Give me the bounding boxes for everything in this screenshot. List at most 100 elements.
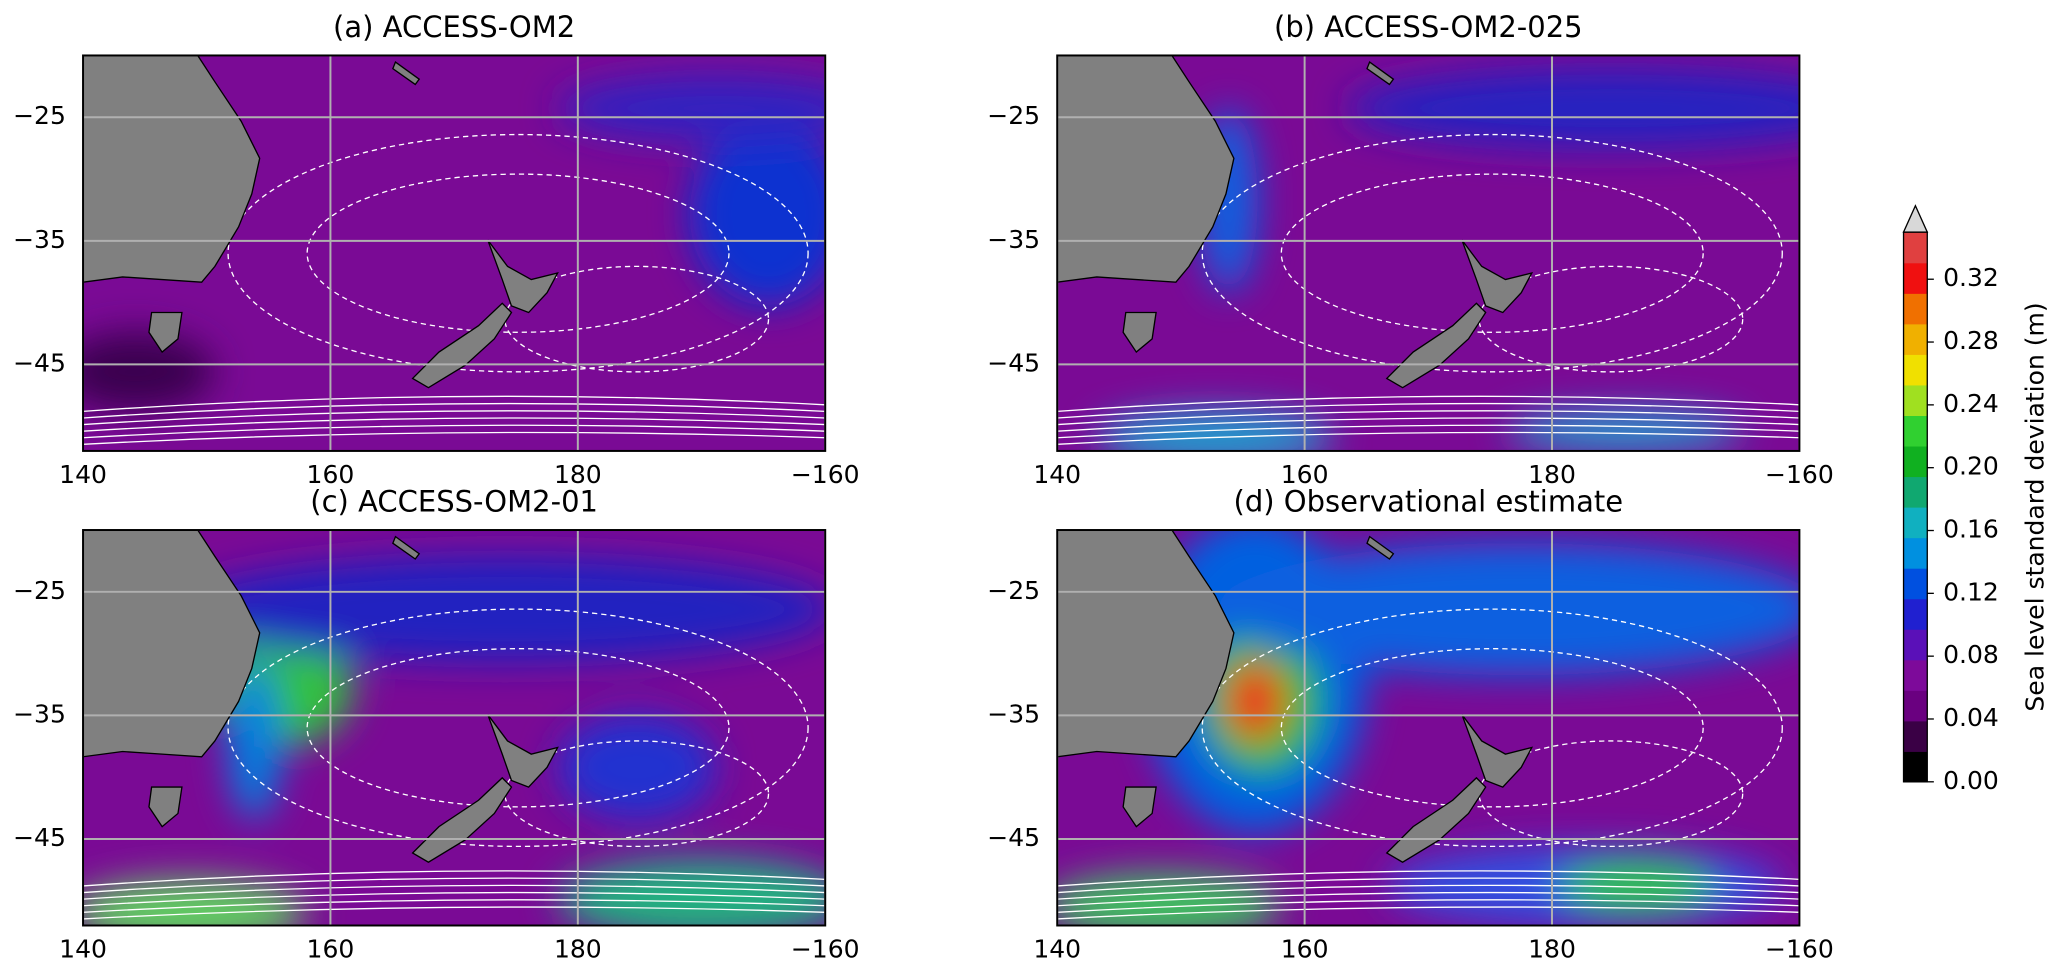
blob	[1505, 411, 1743, 451]
x-tick-label: 180	[554, 935, 602, 964]
contour-line	[83, 891, 826, 907]
frame	[82, 54, 827, 452]
x-tick-label: 160	[1281, 460, 1329, 489]
contour-line	[83, 899, 826, 913]
colorbar-tick-label: 0.08	[1943, 640, 1999, 669]
colorbar-tick-label: 0.32	[1943, 263, 1999, 292]
contour-line	[1057, 891, 1800, 907]
map-field	[83, 55, 826, 451]
map-field	[1057, 55, 1800, 451]
colorbar-band	[1903, 476, 1928, 508]
y-tick-label: −35	[987, 699, 1040, 728]
blob	[228, 661, 281, 821]
contour-line	[1478, 265, 1744, 373]
contour-line	[1280, 648, 1704, 808]
y-tick-label: −35	[13, 699, 66, 728]
y-tick-label: −45	[13, 823, 66, 852]
contour-line	[83, 884, 826, 900]
contour-line	[1478, 740, 1744, 848]
contour-line	[83, 410, 826, 426]
contour-line	[504, 740, 770, 848]
colorbar-extension	[1902, 204, 1929, 233]
colorbar-band	[1903, 506, 1928, 539]
contour-line	[1057, 906, 1800, 920]
colorbar-tick-label: 0.00	[1943, 766, 1999, 795]
contour-line	[1057, 395, 1800, 413]
contour-line	[1057, 402, 1800, 419]
y-tick-label: −45	[987, 348, 1040, 377]
contour-line	[1057, 417, 1800, 432]
colorbar-band	[1903, 415, 1928, 447]
y-tick-label: −25	[987, 101, 1040, 130]
land	[83, 55, 261, 283]
y-tick-label: −45	[13, 348, 66, 377]
contour-line	[83, 402, 826, 419]
land	[1461, 714, 1534, 788]
x-tick-label: 160	[307, 935, 355, 964]
contour-line	[227, 133, 809, 373]
colorbar-band	[1903, 751, 1928, 783]
colorbar-band	[1903, 598, 1928, 630]
land	[411, 776, 513, 863]
y-tick-label: −35	[13, 225, 66, 254]
colorbar-tick-label: 0.20	[1943, 452, 1999, 481]
x-tick-label: 140	[1033, 935, 1081, 964]
land	[1366, 61, 1395, 86]
blob	[1347, 68, 1800, 148]
map-field	[83, 530, 826, 926]
panel-title: (b) ACCESS-OM2-025	[1274, 10, 1583, 44]
land	[1122, 786, 1157, 828]
blob	[1057, 872, 1282, 926]
variability	[83, 75, 826, 412]
frame	[1056, 529, 1801, 927]
x-tick-label: 160	[1281, 935, 1329, 964]
panel-title: (a) ACCESS-OM2	[333, 10, 575, 44]
land	[1385, 776, 1487, 863]
blob	[1225, 661, 1284, 741]
contour-line	[227, 608, 809, 848]
contour-line	[504, 265, 770, 373]
land	[148, 311, 183, 354]
colorbar-tick-label: 0.28	[1943, 326, 1999, 355]
contour-line	[1057, 431, 1800, 445]
land	[392, 535, 421, 560]
contour-line	[1057, 870, 1800, 887]
panel-title: (c) ACCESS-OM2-01	[310, 485, 598, 519]
colorbar-band	[1903, 262, 1928, 294]
colorbar-tick-label: 0.24	[1943, 389, 1999, 418]
land	[83, 530, 261, 758]
x-tick-label: 140	[59, 935, 107, 964]
map-field	[1057, 530, 1800, 926]
land	[1057, 530, 1235, 758]
colorbar-band	[1903, 690, 1928, 722]
contour-line	[83, 877, 826, 894]
colorbar-frame	[1902, 231, 1928, 783]
land	[148, 786, 183, 828]
contour-line	[306, 648, 730, 808]
colorbar-band	[1903, 293, 1928, 325]
x-tick-label: 180	[1528, 460, 1576, 489]
colorbar-band	[1903, 568, 1928, 600]
blob	[689, 121, 826, 306]
contour-line	[1057, 410, 1800, 426]
contour-line	[1280, 173, 1704, 333]
colorbar-band	[1903, 323, 1928, 355]
colorbar-tick-label: 0.04	[1943, 703, 1999, 732]
x-tick-label: 160	[307, 460, 355, 489]
colorbar-band	[1903, 232, 1928, 264]
land	[487, 714, 559, 788]
contour-line	[1057, 424, 1800, 439]
blob	[83, 332, 215, 412]
x-tick-label: −160	[791, 935, 860, 964]
colorbar-band	[1903, 659, 1928, 691]
land	[1461, 239, 1534, 314]
x-tick-label: −160	[791, 460, 860, 489]
contour-line	[1201, 133, 1783, 373]
land	[1385, 302, 1487, 389]
contour-line	[83, 870, 826, 887]
contour-line	[1057, 877, 1800, 894]
colorbar-tick-label: 0.16	[1943, 515, 1999, 544]
y-tick-label: −25	[987, 576, 1040, 605]
y-tick-label: −25	[13, 576, 66, 605]
